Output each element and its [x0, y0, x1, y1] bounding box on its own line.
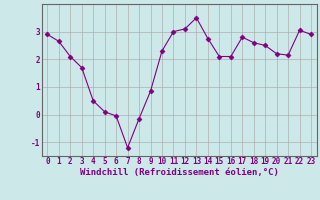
X-axis label: Windchill (Refroidissement éolien,°C): Windchill (Refroidissement éolien,°C) [80, 168, 279, 177]
